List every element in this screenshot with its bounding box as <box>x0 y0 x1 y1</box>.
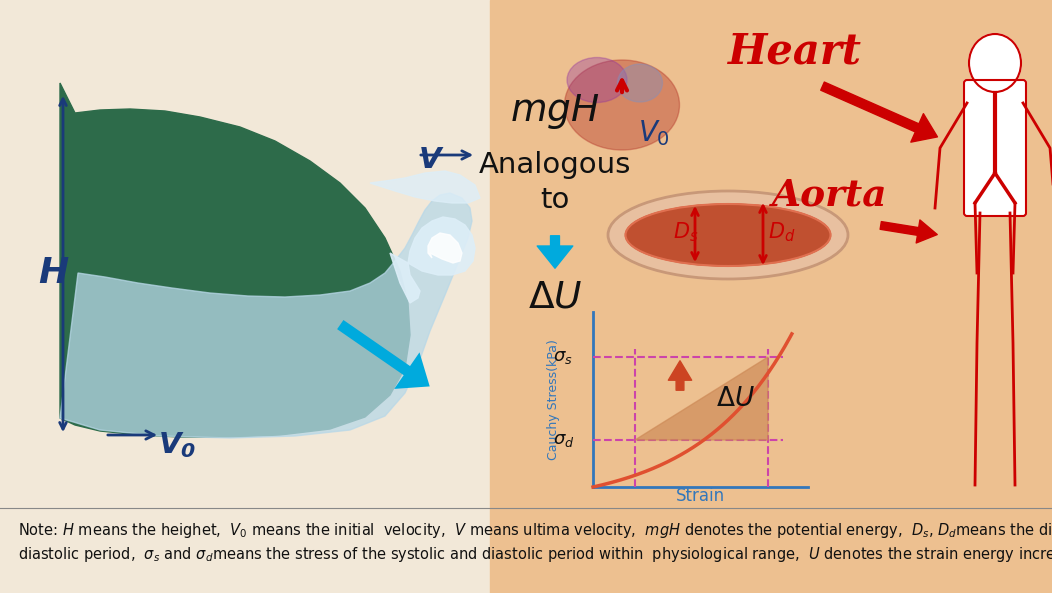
Text: Strain: Strain <box>676 487 725 505</box>
Text: $\sigma_s$: $\sigma_s$ <box>553 348 572 366</box>
Polygon shape <box>635 357 768 440</box>
Text: $\Delta U$: $\Delta U$ <box>716 387 755 412</box>
Text: Cauchy Stress(kPa): Cauchy Stress(kPa) <box>547 339 561 460</box>
Text: $\Delta U$: $\Delta U$ <box>528 280 582 316</box>
Polygon shape <box>390 217 476 303</box>
Polygon shape <box>428 233 462 263</box>
Polygon shape <box>60 83 410 437</box>
Text: $\sigma_d$: $\sigma_d$ <box>553 431 574 449</box>
Bar <box>545 307 813 505</box>
Bar <box>0 0 490 593</box>
Text: $D_d$: $D_d$ <box>768 220 795 244</box>
Text: Note: $H$ means the heighet,  $V_0$ means the initial  velocity,  $V$ means ulti: Note: $H$ means the heighet, $V_0$ means… <box>18 521 1052 540</box>
Polygon shape <box>370 171 480 203</box>
Text: diastolic period,  $\sigma_s$ and $\sigma_d$means the stress of the systolic and: diastolic period, $\sigma_s$ and $\sigma… <box>18 545 1052 564</box>
Text: $V_0$: $V_0$ <box>638 118 670 148</box>
FancyBboxPatch shape <box>964 80 1026 216</box>
Ellipse shape <box>618 64 663 102</box>
Text: $\bfit{V}$: $\bfit{V}$ <box>418 146 444 174</box>
Ellipse shape <box>567 58 627 103</box>
Ellipse shape <box>626 204 830 266</box>
Text: $D_s$: $D_s$ <box>673 220 699 244</box>
Text: to: to <box>541 186 570 214</box>
Text: $mgH$: $mgH$ <box>510 92 600 131</box>
Text: Analogous: Analogous <box>479 151 631 179</box>
Polygon shape <box>60 193 472 438</box>
Text: $\bfit{V}_{\bfit{0}}$: $\bfit{V}_{\bfit{0}}$ <box>158 430 197 460</box>
Ellipse shape <box>565 60 680 150</box>
Text: $\bfit{H}$: $\bfit{H}$ <box>38 256 69 290</box>
Text: Aorta: Aorta <box>772 176 888 213</box>
Ellipse shape <box>608 191 848 279</box>
Ellipse shape <box>969 34 1021 92</box>
Text: Heart: Heart <box>728 30 862 72</box>
Bar <box>490 0 1052 593</box>
